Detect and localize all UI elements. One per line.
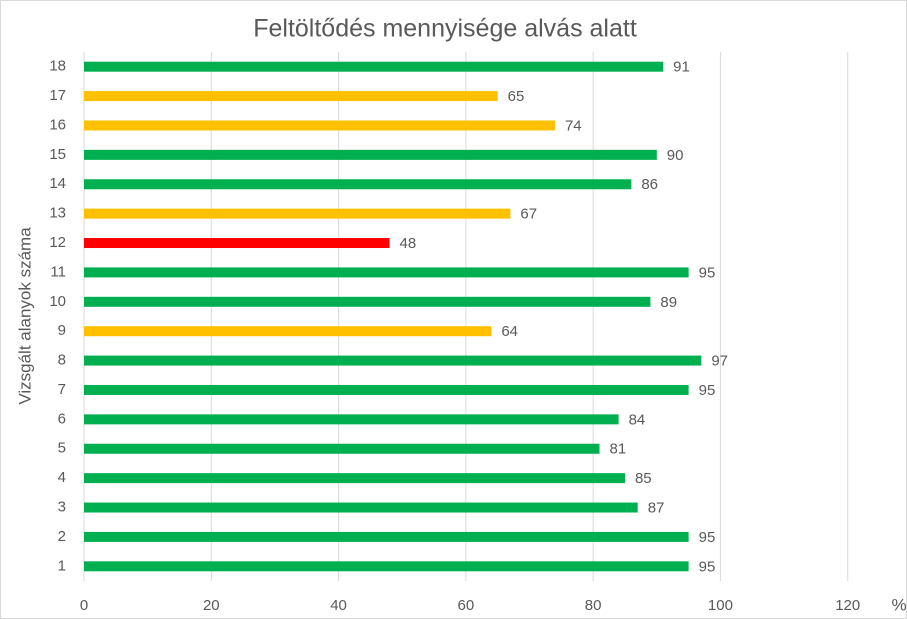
data-label: 95 (699, 529, 716, 546)
x-tick-label: 0 (80, 597, 88, 614)
data-label: 81 (610, 441, 627, 458)
bar (84, 149, 657, 160)
bar (84, 61, 664, 72)
x-tick-label: 120 (835, 597, 860, 614)
data-label: 89 (660, 294, 677, 311)
x-tick-label: 100 (708, 597, 733, 614)
bar (84, 502, 638, 513)
y-tick-label: 9 (58, 322, 66, 339)
y-tick-label: 10 (49, 293, 66, 310)
data-label: 67 (520, 206, 537, 223)
data-label: 85 (635, 470, 652, 487)
chart-title: Feltöltődés mennyisége alvás alatt (253, 15, 637, 43)
x-tick-label: 80 (585, 597, 602, 614)
bar (84, 561, 689, 572)
y-tick-label: 1 (58, 557, 66, 574)
bar (84, 296, 651, 307)
data-label: 84 (629, 411, 646, 428)
y-tick-label: 15 (49, 146, 66, 163)
y-tick-label: 2 (58, 528, 66, 545)
bar (84, 355, 702, 366)
y-tick-label: 13 (49, 205, 66, 222)
y-tick-label: 3 (58, 498, 66, 515)
data-label: 90 (667, 147, 684, 164)
data-label: 95 (699, 382, 716, 399)
y-tick-label: 11 (50, 263, 66, 280)
bar (84, 208, 511, 219)
data-label: 86 (641, 176, 658, 193)
bar (84, 120, 555, 131)
y-tick-label: 17 (49, 87, 66, 104)
bar (84, 384, 689, 395)
bar (84, 531, 689, 542)
x-tick-label: 20 (203, 597, 220, 614)
bar (84, 326, 492, 337)
y-axis-label: Vizsgált alanyok száma (15, 227, 34, 405)
data-label: 48 (399, 235, 416, 252)
data-label: 65 (508, 88, 525, 105)
bar (84, 473, 625, 484)
data-label: 91 (673, 59, 690, 76)
y-tick-label: 7 (58, 381, 66, 398)
y-tick-label: 5 (58, 440, 66, 457)
y-tick-label: 16 (49, 116, 66, 133)
data-label: 97 (711, 353, 728, 370)
data-label: 74 (565, 117, 582, 134)
y-tick-label: 8 (58, 352, 66, 369)
bar (84, 267, 689, 278)
y-tick-label: 6 (58, 410, 66, 427)
bar (84, 414, 619, 425)
x-axis-label: % (891, 595, 906, 614)
bar (84, 443, 600, 454)
y-tick-label: 12 (49, 234, 66, 251)
bar (84, 91, 498, 102)
bar (84, 238, 390, 249)
bar (84, 179, 632, 190)
x-tick-label: 40 (330, 597, 347, 614)
data-label: 95 (699, 264, 716, 281)
data-label: 87 (648, 499, 665, 516)
y-tick-label: 14 (49, 175, 66, 192)
x-tick-label: 60 (458, 597, 475, 614)
data-label: 95 (699, 558, 716, 575)
data-label: 64 (501, 323, 518, 340)
y-tick-label: 4 (58, 469, 66, 486)
y-tick-label: 18 (49, 58, 66, 75)
